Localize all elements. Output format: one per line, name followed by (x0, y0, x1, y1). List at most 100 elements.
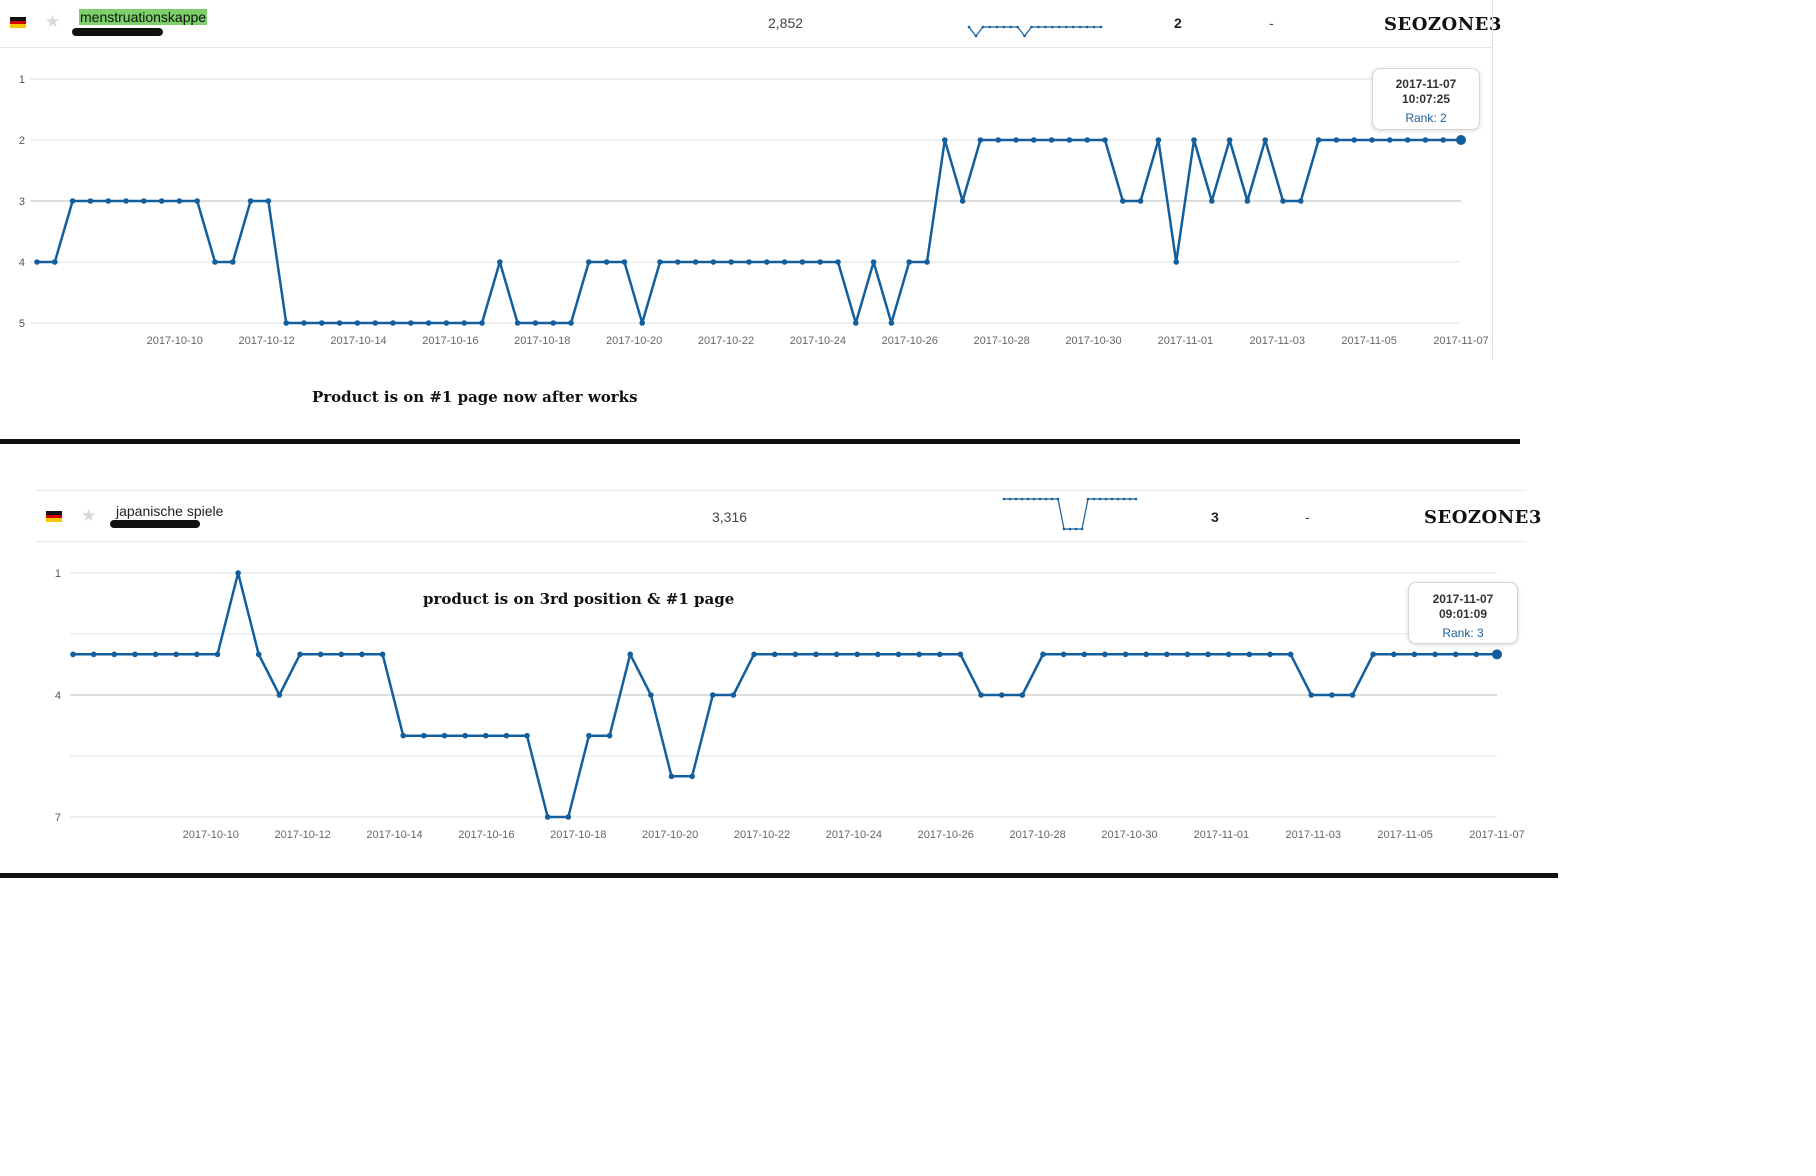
sparkline-point (1064, 25, 1068, 29)
x-tick-label: 2017-10-26 (918, 829, 974, 841)
data-point (771, 651, 778, 658)
data-point (111, 651, 118, 658)
sparkline-point (1044, 497, 1048, 501)
data-point (247, 198, 254, 204)
data-point (52, 259, 58, 265)
data-point (627, 651, 634, 658)
data-point (799, 259, 806, 265)
data-point (1225, 651, 1232, 658)
data-point (532, 320, 539, 326)
x-tick-label: 2017-11-03 (1286, 829, 1341, 841)
sparkline-point (1092, 497, 1096, 501)
y-tick-label: 1 (19, 74, 25, 86)
data-point (1308, 692, 1315, 698)
data-point (1244, 198, 1251, 204)
x-tick-label: 2017-10-14 (330, 335, 386, 347)
sparkline-point (1098, 497, 1102, 501)
data-point (461, 320, 468, 326)
data-point (1209, 198, 1215, 204)
sparkline-point (1026, 497, 1030, 501)
germany-flag-icon (46, 511, 62, 522)
x-tick-label: 2017-11-07 (1433, 335, 1488, 347)
sparkline-point (1092, 25, 1096, 29)
data-point (1422, 137, 1429, 143)
data-point (565, 814, 572, 820)
rank-chart-1: 1 2 3 4 5 2017-10-10 2017-10-12 2017-10-14 2017-… (19, 74, 1489, 347)
data-point (441, 732, 448, 739)
data-point (1246, 651, 1253, 658)
data-point (1205, 651, 1211, 658)
x-tick-label: 2017-11-01 (1158, 335, 1213, 347)
y-tick-label: 7 (55, 812, 61, 824)
data-point (408, 320, 414, 326)
data-point (764, 259, 770, 265)
sparkline-point (1099, 25, 1103, 29)
brand-watermark: SEOZONE3 (1384, 14, 1502, 35)
data-point (1122, 651, 1129, 658)
data-point (390, 320, 396, 326)
data-point (1173, 259, 1179, 265)
sparkline-point (1080, 527, 1084, 531)
data-point (888, 320, 895, 326)
data-point (550, 320, 556, 326)
data-point (1298, 198, 1304, 204)
keyword-label[interactable]: menstruationskappe (79, 9, 208, 25)
sparkline-point (1038, 497, 1042, 501)
sparkline-point (1134, 497, 1138, 501)
data-point (479, 320, 485, 326)
data-point (870, 259, 877, 265)
data-point (1370, 651, 1376, 658)
data-point (235, 570, 241, 576)
sparkline-point (1030, 25, 1033, 29)
keyword-label[interactable]: japanische spiele (116, 503, 224, 519)
data-point (835, 259, 841, 265)
data-point (497, 259, 503, 265)
x-tick-label: 2017-10-18 (514, 335, 570, 347)
data-point (854, 651, 861, 658)
data-point (746, 259, 752, 265)
data-point (781, 259, 788, 265)
data-point (141, 198, 147, 204)
data-point (998, 692, 1005, 698)
star-icon[interactable]: ★ (45, 12, 61, 31)
data-point (730, 692, 737, 698)
data-point (1031, 137, 1037, 143)
data-point (906, 259, 912, 265)
sparkline-point (1071, 25, 1075, 29)
x-tick-label: 2017-11-07 (1469, 829, 1524, 841)
redaction-mark (110, 520, 200, 528)
data-point (212, 259, 218, 265)
data-point (728, 259, 734, 265)
data-point (301, 320, 307, 326)
data-point (1226, 137, 1233, 143)
data-point (34, 259, 40, 265)
data-point (1473, 651, 1480, 658)
data-point (568, 320, 574, 326)
data-point (1013, 137, 1019, 143)
data-point (657, 259, 663, 265)
brand-watermark: SEOZONE3 (1424, 507, 1542, 528)
x-tick-label: 2017-10-28 (1010, 829, 1066, 841)
sparkline-point (1085, 25, 1089, 29)
sparkline-point (1009, 25, 1012, 29)
sparkline-point (1058, 25, 1061, 29)
data-point (1315, 137, 1322, 143)
data-point (1120, 198, 1126, 204)
y-tick-label: 2 (19, 135, 25, 147)
data-point (336, 320, 343, 326)
x-tick-label: 2017-10-12 (275, 829, 331, 841)
data-point (1262, 137, 1268, 143)
data-point (425, 320, 432, 326)
highlighted-point (1456, 135, 1466, 145)
x-tick-label: 2017-10-18 (550, 829, 606, 841)
data-point (853, 320, 859, 326)
sparkline-path (968, 26, 1101, 37)
annotation-note: Product is on #1 page now after works (312, 388, 638, 406)
x-tick-label: 2017-10-16 (422, 335, 478, 347)
star-icon[interactable]: ★ (81, 506, 97, 525)
x-tick-label: 2017-10-30 (1065, 335, 1121, 347)
y-tick-label: 3 (19, 196, 25, 208)
section-separator (0, 873, 1558, 878)
data-point (1102, 137, 1108, 143)
data-point (1391, 651, 1397, 658)
